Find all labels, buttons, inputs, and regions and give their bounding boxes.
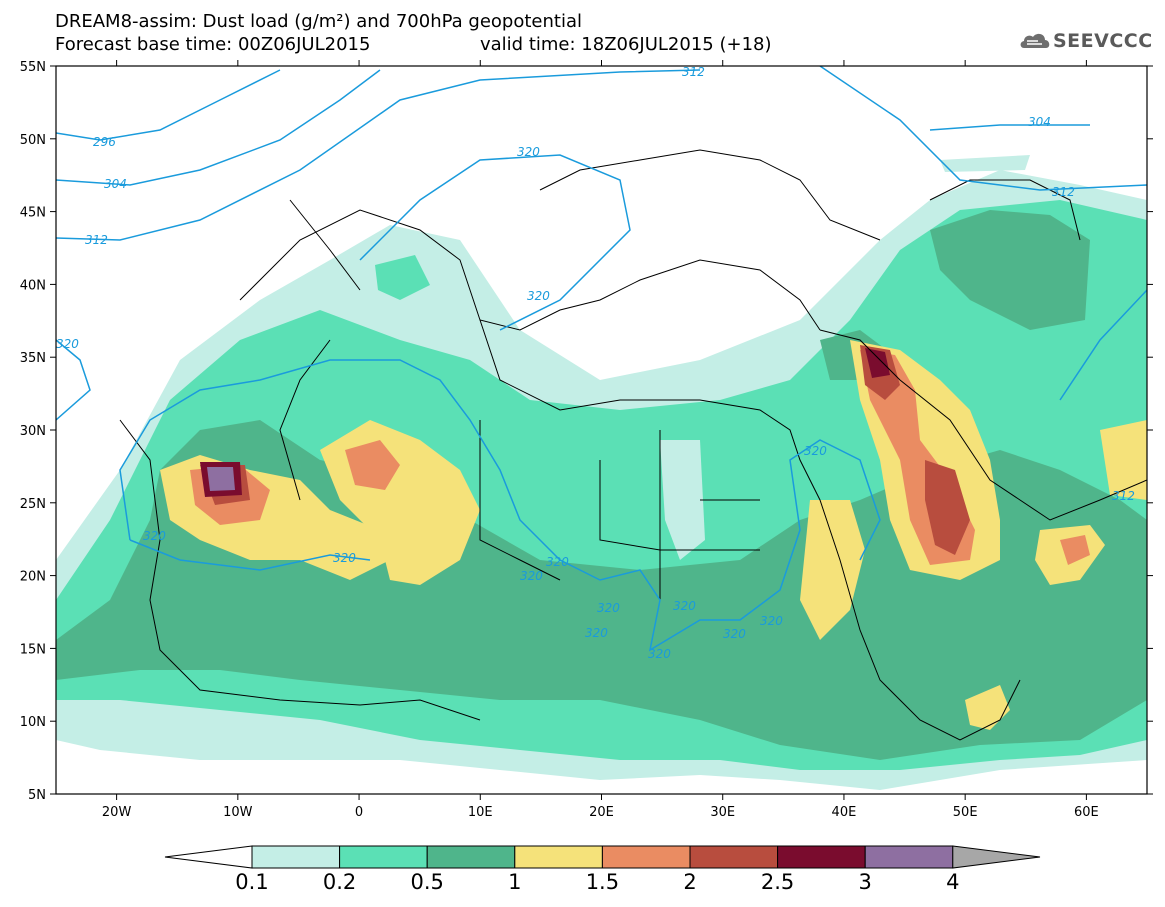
lon-tick-label: 10W: [223, 805, 253, 820]
colorbar-swatch: [339, 845, 428, 869]
dust-patch-arabia-4: [925, 460, 970, 555]
contour-label: 320: [760, 614, 783, 628]
lat-tick-label: 35N: [20, 351, 46, 366]
contour-320-south: [119, 359, 881, 652]
contour-320-w: [129, 539, 371, 571]
seevccc-logo-text: SEEVCCC: [1053, 30, 1153, 52]
contour-label: 320: [804, 444, 827, 458]
valid-time: valid time: 18Z06JUL2015 (+18): [480, 34, 772, 55]
forecast-base-time: Forecast base time: 00Z06JUL2015: [55, 34, 371, 55]
dust-patch-0.1: [940, 155, 1030, 172]
contour-312: [56, 69, 701, 241]
dust-patch-oman-2: [1060, 535, 1090, 565]
colorbar-label: 0.2: [323, 870, 356, 894]
contour-label: 320: [585, 626, 608, 640]
lat-tick-label: 5N: [28, 788, 46, 803]
contour-label: 320: [143, 529, 166, 543]
lat-tick-label: 30N: [20, 424, 46, 439]
contour-320-west: [56, 339, 91, 421]
dust-patch-gulf: [1100, 420, 1147, 500]
colorbar-label: 4: [946, 870, 959, 894]
lon-tick-label: 30E: [710, 805, 735, 820]
colorbar-label: 2.5: [761, 870, 794, 894]
contour-label: 320: [333, 551, 356, 565]
contour-label: 296: [93, 135, 116, 149]
contour-label: 304: [1028, 115, 1051, 129]
lon-tick-label: 60E: [1074, 805, 1099, 820]
colorbar-swatch: [514, 845, 603, 869]
contour-312-se: [1059, 289, 1147, 401]
contour-304: [56, 69, 381, 186]
contour-label: 320: [597, 601, 620, 615]
contour-label: 320: [527, 289, 550, 303]
colorbar-swatch: [601, 845, 691, 869]
contour-304-e: [929, 124, 1090, 131]
dust-patch-iberia: [375, 255, 430, 300]
dust-band-3: [207, 467, 235, 491]
contour-label: 312: [1052, 185, 1075, 199]
colorbar-label: 0.1: [235, 870, 268, 894]
dust-patch-caspian: [930, 210, 1090, 330]
geopotential-contours: [56, 66, 1147, 652]
colorbar-swatch: [426, 845, 516, 869]
colorbar-label: 0.5: [410, 870, 443, 894]
coastlines: [119, 149, 1147, 741]
latitude-axis: 55N 50N 45N 40N 35N 30N 25N 20N 15N 10N 5N: [20, 60, 1153, 803]
contour-320-north: [359, 154, 631, 331]
longitude-axis: 20W 10W 0 10E 20E 30E 40E 50E 60E: [102, 60, 1099, 820]
colorbar-swatch: [777, 845, 866, 869]
contour-label: 320: [673, 599, 696, 613]
contour-296: [56, 69, 281, 141]
colorbar-label: 2: [683, 870, 696, 894]
dust-patch-0.2b: [660, 440, 705, 560]
contour-312-e: [819, 66, 1147, 191]
contour-label: 312: [682, 65, 705, 79]
lat-tick-label: 10N: [20, 715, 46, 730]
colorbar: 0.1 0.2 0.5 1 1.5 2 2.5 3 4: [164, 845, 1041, 894]
lat-tick-label: 50N: [20, 133, 46, 148]
lat-tick-label: 25N: [20, 497, 46, 512]
colorbar-arrow-high: [952, 845, 1041, 869]
contour-label: 320: [517, 145, 540, 159]
cloud-icon: [1020, 33, 1050, 48]
dust-field: [56, 66, 1147, 794]
lat-tick-label: 40N: [20, 278, 46, 293]
contour-label: 320: [546, 555, 569, 569]
colorbar-label: 1: [508, 870, 521, 894]
lon-tick-label: 40E: [832, 805, 857, 820]
contour-label: 320: [520, 569, 543, 583]
contour-label: 312: [1112, 489, 1135, 503]
dust-patch-sahara-2: [345, 440, 400, 490]
dust-patch-iraq: [865, 348, 890, 378]
contour-label: 320: [648, 647, 671, 661]
contour-label: 304: [104, 177, 127, 191]
lat-tick-label: 55N: [20, 60, 46, 75]
contour-label: 312: [85, 233, 108, 247]
lat-tick-label: 15N: [20, 642, 46, 657]
colorbar-swatch: [251, 845, 341, 869]
colorbar-swatch: [864, 845, 954, 869]
lon-tick-label: 20E: [589, 805, 614, 820]
contour-label: 320: [56, 337, 79, 351]
colorbar-swatch: [689, 845, 779, 869]
colorbar-label: 3: [859, 870, 872, 894]
lon-tick-label: 10E: [468, 805, 493, 820]
lon-tick-label: 50E: [953, 805, 978, 820]
contour-label: 320: [723, 627, 746, 641]
dust-patch-redsea: [800, 500, 865, 640]
contour-labels: 312 296 304 312 320 304 312 320 320 320 …: [56, 65, 1135, 661]
lat-tick-label: 20N: [20, 570, 46, 585]
lon-tick-label: 20W: [102, 805, 132, 820]
map-title: DREAM8-assim: Dust load (g/m²) and 700hP…: [55, 11, 582, 32]
colorbar-label: 1.5: [586, 870, 619, 894]
lat-tick-label: 45N: [20, 206, 46, 221]
lon-tick-label: 0: [355, 805, 363, 820]
colorbar-arrow-low: [164, 845, 253, 869]
dust-patch-somalia: [965, 685, 1010, 730]
